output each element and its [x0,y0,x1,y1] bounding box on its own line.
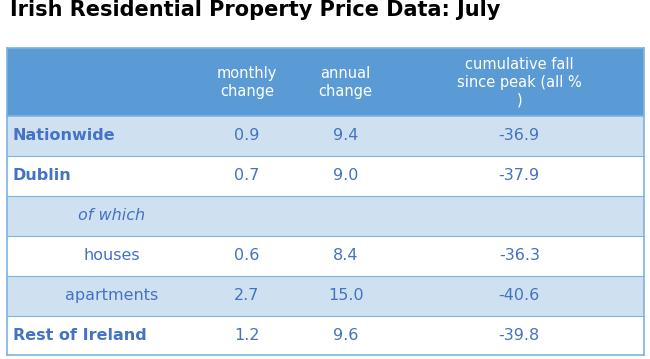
Text: Rest of Ireland: Rest of Ireland [13,328,147,343]
Text: Irish Residential Property Price Data: July: Irish Residential Property Price Data: J… [10,0,500,20]
Bar [6,276,644,316]
Bar [6,316,644,355]
Text: of which: of which [78,208,145,223]
Bar [6,196,644,236]
Text: 0.6: 0.6 [234,248,259,263]
Text: 9.4: 9.4 [333,129,358,144]
Text: -40.6: -40.6 [499,288,540,303]
Text: houses: houses [83,248,140,263]
Text: cumulative fall
since peak (all %
): cumulative fall since peak (all % ) [457,57,582,108]
Text: Dublin: Dublin [13,168,72,183]
Text: 15.0: 15.0 [328,288,363,303]
Text: annual
change: annual change [318,66,372,99]
Text: -39.8: -39.8 [499,328,540,343]
Bar [6,116,644,156]
Text: -36.3: -36.3 [499,248,540,263]
Text: -37.9: -37.9 [499,168,540,183]
Bar [6,48,644,116]
Text: -36.9: -36.9 [499,129,540,144]
Text: 0.9: 0.9 [234,129,259,144]
Text: 1.2: 1.2 [234,328,260,343]
Bar [6,236,644,276]
Text: 0.7: 0.7 [234,168,259,183]
Text: 8.4: 8.4 [333,248,358,263]
Text: 2.7: 2.7 [234,288,259,303]
Text: Nationwide: Nationwide [13,129,116,144]
Text: 9.6: 9.6 [333,328,358,343]
Text: 9.0: 9.0 [333,168,358,183]
Text: apartments: apartments [65,288,158,303]
Text: monthly
change: monthly change [217,66,277,99]
Bar [6,156,644,196]
